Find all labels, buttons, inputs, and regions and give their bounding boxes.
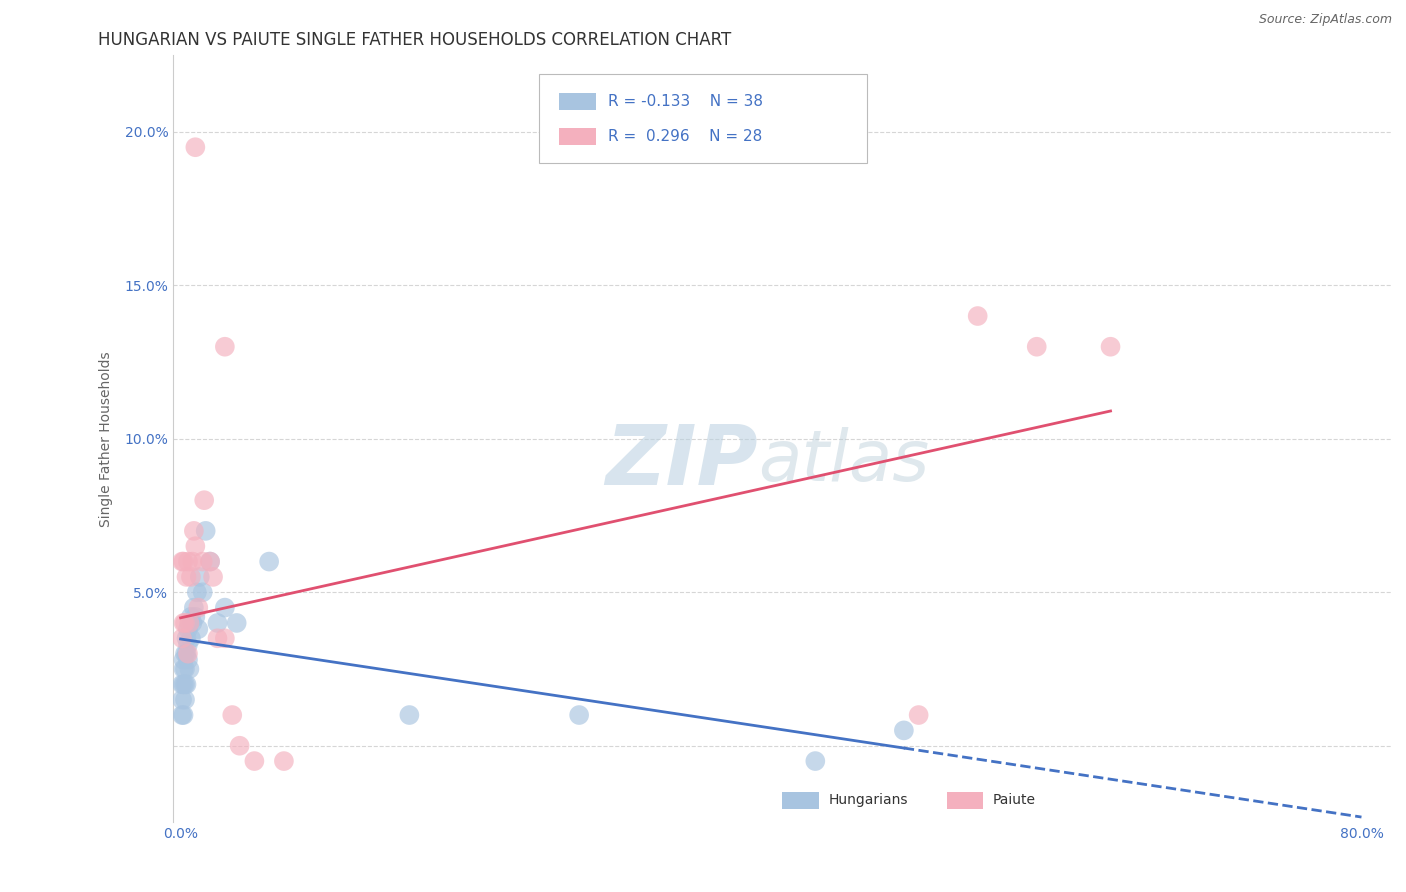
Point (243, 754, 266, 768)
Point (176, 677, 198, 691)
Point (174, 677, 197, 691)
Point (183, 600, 205, 615)
Point (187, 600, 209, 615)
Text: Paiute: Paiute (993, 793, 1036, 807)
Point (193, 493, 215, 508)
Point (173, 615, 195, 630)
Point (184, 539, 207, 553)
Point (180, 570, 202, 584)
Point (186, 585, 208, 599)
Point (214, 632, 236, 646)
FancyBboxPatch shape (782, 792, 818, 809)
Point (191, 585, 214, 599)
Point (174, 662, 197, 676)
FancyBboxPatch shape (538, 74, 868, 162)
Point (907, 708, 929, 723)
Point (187, 622, 209, 636)
Point (170, 708, 193, 723)
Point (1025, 340, 1047, 354)
Point (184, 140, 207, 154)
Point (170, 632, 193, 646)
Point (207, 632, 229, 646)
Point (177, 647, 200, 661)
Point (174, 692, 197, 706)
Point (170, 692, 193, 706)
Point (202, 570, 225, 584)
Point (1099, 340, 1122, 354)
Point (257, 555, 280, 569)
Point (177, 555, 200, 569)
Point (173, 677, 195, 691)
Point (966, 309, 988, 323)
Text: Hungarians: Hungarians (828, 793, 908, 807)
Point (179, 662, 201, 676)
Text: ZIP: ZIP (605, 421, 758, 502)
Point (173, 653, 195, 667)
Point (893, 723, 915, 738)
Point (173, 708, 195, 723)
Point (179, 615, 201, 630)
Point (228, 739, 250, 753)
FancyBboxPatch shape (560, 93, 596, 110)
FancyBboxPatch shape (560, 128, 596, 145)
Point (181, 615, 204, 630)
Point (177, 653, 200, 667)
Text: HUNGARIAN VS PAIUTE SINGLE FATHER HOUSEHOLDS CORRELATION CHART: HUNGARIAN VS PAIUTE SINGLE FATHER HOUSEH… (98, 31, 731, 49)
Point (214, 600, 236, 615)
Point (198, 555, 221, 569)
Point (191, 555, 214, 569)
Point (173, 662, 195, 676)
Point (170, 677, 193, 691)
FancyBboxPatch shape (946, 792, 983, 809)
Point (177, 622, 200, 636)
Point (181, 555, 204, 569)
Point (176, 647, 198, 661)
Text: atlas: atlas (758, 427, 929, 496)
Text: R = -0.133    N = 38: R = -0.133 N = 38 (607, 94, 763, 109)
Text: R =  0.296    N = 28: R = 0.296 N = 28 (607, 129, 762, 144)
Point (179, 615, 201, 630)
Point (214, 340, 236, 354)
Point (273, 754, 295, 768)
Point (225, 615, 247, 630)
Point (174, 647, 197, 661)
Point (170, 555, 193, 569)
Text: Source: ZipAtlas.com: Source: ZipAtlas.com (1258, 13, 1392, 27)
Point (174, 615, 197, 630)
Point (188, 570, 211, 584)
Point (173, 555, 195, 569)
Point (221, 708, 243, 723)
Point (183, 524, 205, 538)
Point (180, 632, 202, 646)
Point (398, 708, 420, 723)
Point (180, 609, 202, 624)
Point (184, 609, 207, 624)
Point (207, 615, 229, 630)
Point (568, 708, 591, 723)
Point (176, 632, 198, 646)
Y-axis label: Single Father Households: Single Father Households (100, 351, 114, 526)
Point (198, 555, 221, 569)
Point (176, 570, 198, 584)
Point (194, 524, 217, 538)
Point (804, 754, 827, 768)
Point (177, 637, 200, 651)
